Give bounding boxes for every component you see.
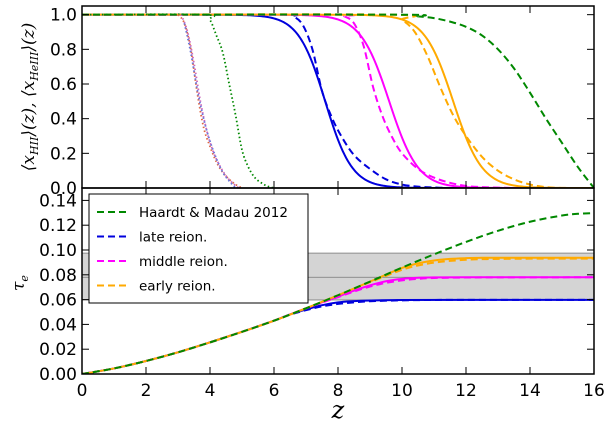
legend-label: middle reion. <box>139 254 228 270</box>
top-y-tick-label: 0.8 <box>50 40 77 60</box>
top-panel-ylabel: ⟨xHII⟩(z), ⟨xHeIII⟩(z) <box>19 23 41 171</box>
x-tick-label: 8 <box>333 381 344 401</box>
bottom-series-line-3 <box>82 276 594 374</box>
top-series-line-5 <box>82 13 563 188</box>
bottom-series-line-6 <box>82 212 594 374</box>
x-tick-label: 2 <box>141 381 152 401</box>
top-series-line-1 <box>82 13 451 188</box>
x-tick-label: 16 <box>583 381 605 401</box>
top-y-tick-label: 0.6 <box>50 75 77 95</box>
bottom-series-line-0 <box>82 298 594 374</box>
bottom-y-tick-label: 0.14 <box>39 191 77 211</box>
legend-label: early reion. <box>139 279 216 295</box>
top-series-line-10 <box>183 23 237 188</box>
axis-ticks: 0 2 4 6 8 10 12 14 16 0.0 0.2 0.4 0.6 0.8 1.0 0.00 0.02 0… <box>39 6 605 401</box>
bottom-panel-series <box>82 212 594 374</box>
bottom-y-tick-label: 0.12 <box>39 216 77 236</box>
legend-label: Haardt & Madau 2012 <box>139 205 288 221</box>
top-series-line-7 <box>82 13 275 188</box>
top-y-tick-label: 1.0 <box>50 6 77 26</box>
top-panel-series <box>82 13 594 188</box>
top-series-line-6 <box>82 13 594 188</box>
bottom-panel-ylabel: τe <box>9 275 31 291</box>
legend-label: late reion. <box>139 230 207 246</box>
top-series-line-4 <box>82 13 594 188</box>
bottom-series-line-1 <box>82 298 594 374</box>
bottom-y-tick-label: 0.02 <box>39 340 77 360</box>
top-y-tick-label: 0.4 <box>50 110 77 130</box>
top-panel-frame <box>81 5 595 189</box>
x-tick-label: 6 <box>269 381 280 401</box>
top-y-tick-label: 0.2 <box>50 144 77 164</box>
bottom-y-tick-label: 0.10 <box>39 241 77 261</box>
top-series-line-3 <box>82 13 515 188</box>
x-tick-label: 12 <box>455 381 477 401</box>
top-y-tick-label: 0.0 <box>50 179 77 199</box>
x-tick-label: 4 <box>205 381 216 401</box>
bottom-y-tick-label: 0.08 <box>39 266 77 286</box>
bottom-y-tick-label: 0.00 <box>39 365 77 385</box>
x-tick-label: 10 <box>391 381 413 401</box>
x-tick-label: 14 <box>519 381 541 401</box>
bottom-y-tick-label: 0.06 <box>39 291 77 311</box>
top-series-line-0 <box>82 13 594 188</box>
legend: Haardt & Madau 2012 late reion. middle rei… <box>88 193 309 304</box>
x-tick-label: 0 <box>77 381 88 401</box>
bottom-y-tick-label: 0.04 <box>39 315 77 335</box>
top-series-line-2 <box>82 13 594 188</box>
x-axis-label: z <box>331 396 345 424</box>
